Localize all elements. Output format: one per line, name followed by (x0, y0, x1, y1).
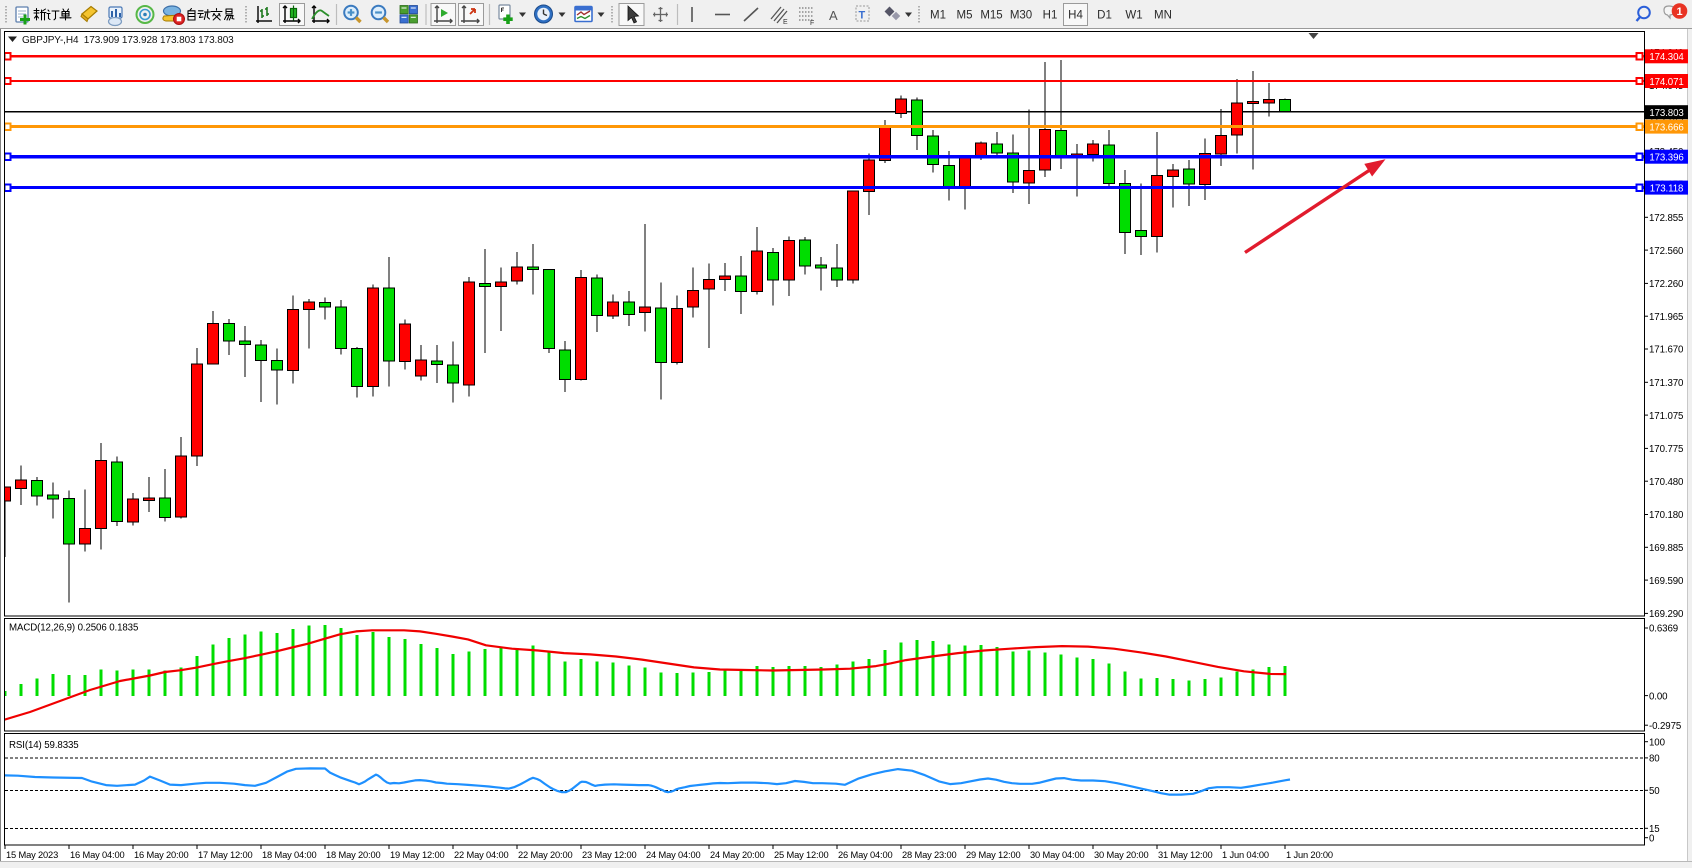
svg-text:D1: D1 (1097, 10, 1112, 22)
svg-text:RSI(14) 59.8335: RSI(14) 59.8335 (9, 740, 79, 751)
svg-text:16 May 20:00: 16 May 20:00 (134, 850, 189, 860)
svg-text:30 May 04:00: 30 May 04:00 (1030, 850, 1085, 860)
svg-text:171.670: 171.670 (1649, 345, 1684, 356)
svg-text:173.803: 173.803 (1649, 108, 1683, 119)
svg-text:169.290: 169.290 (1649, 609, 1684, 620)
svg-text:173.118: 173.118 (1650, 183, 1684, 194)
svg-text:50: 50 (1649, 786, 1660, 797)
svg-text:170.775: 170.775 (1649, 444, 1683, 455)
svg-text:16 May 04:00: 16 May 04:00 (70, 850, 125, 860)
svg-text:24 May 04:00: 24 May 04:00 (646, 850, 701, 860)
svg-text:23 May 12:00: 23 May 12:00 (582, 850, 637, 860)
svg-text:F: F (810, 20, 814, 27)
svg-text:0.6369: 0.6369 (1649, 624, 1678, 635)
svg-text:22 May 20:00: 22 May 20:00 (518, 850, 573, 860)
svg-text:0: 0 (1649, 833, 1655, 844)
svg-text:172.560: 172.560 (1649, 246, 1684, 257)
svg-text:M1: M1 (930, 10, 946, 22)
svg-text:-0.2975: -0.2975 (1649, 721, 1681, 732)
svg-text:22 May 04:00: 22 May 04:00 (454, 850, 509, 860)
svg-text:172.855: 172.855 (1649, 213, 1683, 224)
svg-text:26 May 04:00: 26 May 04:00 (838, 850, 893, 860)
svg-text:25 May 12:00: 25 May 12:00 (774, 850, 829, 860)
svg-text:18 May 04:00: 18 May 04:00 (262, 850, 317, 860)
svg-text:M5: M5 (957, 10, 973, 22)
svg-text:1 Jun 20:00: 1 Jun 20:00 (1286, 850, 1333, 860)
svg-text:M30: M30 (1010, 10, 1032, 22)
svg-text:170.180: 170.180 (1649, 510, 1684, 521)
svg-text:M15: M15 (980, 10, 1002, 22)
svg-text:18 May 20:00: 18 May 20:00 (326, 850, 381, 860)
svg-text:1 Jun 04:00: 1 Jun 04:00 (1222, 850, 1269, 860)
svg-text:T: T (859, 10, 866, 22)
svg-text:171.965: 171.965 (1649, 312, 1683, 323)
svg-text:169.590: 169.590 (1649, 576, 1684, 587)
svg-text:MACD(12,26,9) 0.2506 0.1835: MACD(12,26,9) 0.2506 0.1835 (9, 623, 138, 634)
svg-text:W1: W1 (1125, 10, 1142, 22)
svg-text:24 May 20:00: 24 May 20:00 (710, 850, 765, 860)
svg-text:H4: H4 (1068, 10, 1083, 22)
svg-text:172.260: 172.260 (1649, 279, 1684, 290)
svg-text:E: E (783, 19, 788, 26)
svg-text:19 May 12:00: 19 May 12:00 (390, 850, 445, 860)
svg-text:17 May 12:00: 17 May 12:00 (198, 850, 253, 860)
svg-text:MN: MN (1154, 10, 1172, 22)
svg-text:174.304: 174.304 (1649, 52, 1684, 63)
svg-text:A: A (829, 8, 838, 23)
svg-text:15 May 2023: 15 May 2023 (6, 850, 58, 860)
svg-text:15: 15 (1649, 824, 1660, 835)
svg-text:169.885: 169.885 (1649, 543, 1683, 554)
svg-text:171.075: 171.075 (1649, 411, 1683, 422)
svg-text:H1: H1 (1043, 10, 1058, 22)
svg-text:29 May 12:00: 29 May 12:00 (966, 850, 1021, 860)
svg-text:173.396: 173.396 (1649, 153, 1683, 164)
svg-text:173.666: 173.666 (1649, 122, 1683, 133)
svg-text:30 May 20:00: 30 May 20:00 (1094, 850, 1149, 860)
svg-text:31 May 12:00: 31 May 12:00 (1158, 850, 1213, 860)
svg-text:170.480: 170.480 (1649, 477, 1684, 488)
svg-text:100: 100 (1649, 737, 1666, 748)
svg-text:0.00: 0.00 (1649, 691, 1668, 702)
svg-text:171.370: 171.370 (1649, 378, 1684, 389)
svg-text:28 May 23:00: 28 May 23:00 (902, 850, 957, 860)
svg-text:GBPJPY-,H4 173.909 173.928 17: GBPJPY-,H4 173.909 173.928 173.803 173.8… (22, 35, 234, 46)
svg-text:1: 1 (1676, 6, 1682, 18)
svg-text:80: 80 (1649, 754, 1660, 765)
svg-text:174.071: 174.071 (1649, 77, 1683, 88)
